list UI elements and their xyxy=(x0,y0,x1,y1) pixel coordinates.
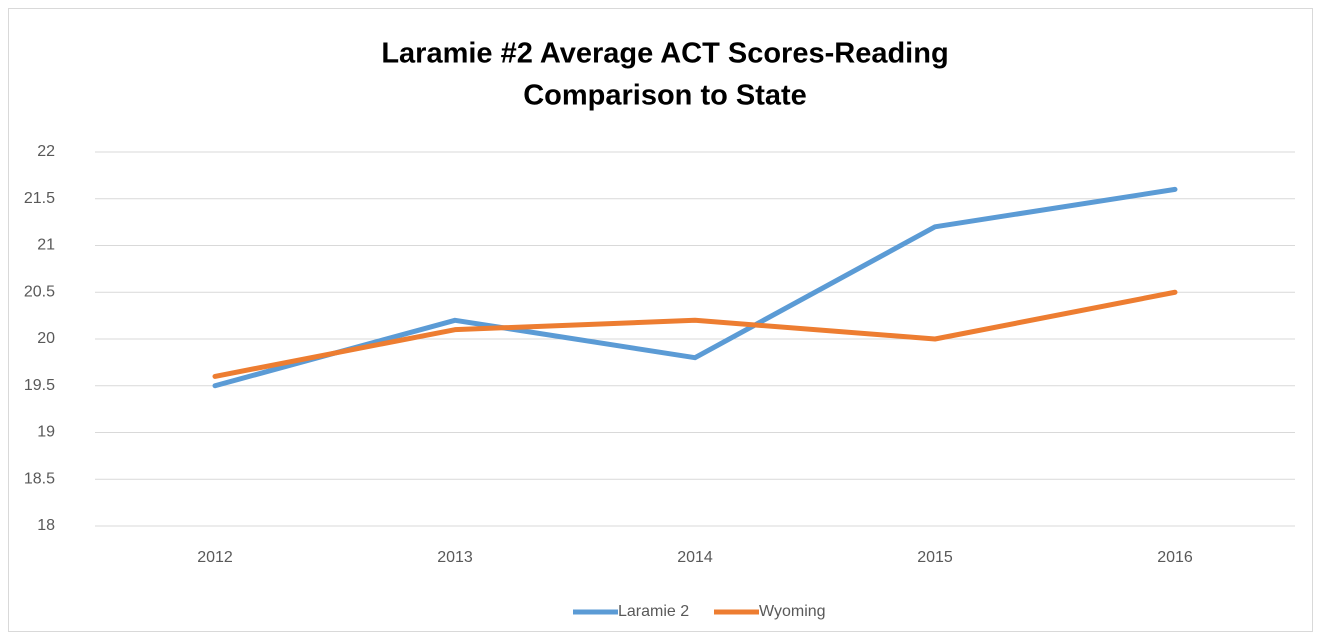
x-tick-label: 2014 xyxy=(677,549,713,566)
x-tick-label: 2013 xyxy=(437,549,473,566)
x-tick-label: 2012 xyxy=(197,549,233,566)
y-tick-label: 20 xyxy=(37,330,55,347)
chart-title: Laramie #2 Average ACT Scores-Reading xyxy=(381,38,948,70)
y-tick-label: 20.5 xyxy=(24,283,55,300)
x-tick-label: 2015 xyxy=(917,549,953,566)
y-tick-label: 18 xyxy=(37,517,55,534)
y-tick-label: 22 xyxy=(37,143,55,160)
chart-title: Comparison to State xyxy=(523,80,807,112)
y-tick-label: 19.5 xyxy=(24,377,55,394)
y-tick-label: 19 xyxy=(37,424,55,441)
series-line xyxy=(212,289,1178,379)
legend-label: Wyoming xyxy=(759,603,826,620)
series-line xyxy=(212,186,1178,389)
y-tick-label: 21.5 xyxy=(24,190,55,207)
legend-label: Laramie 2 xyxy=(618,603,689,620)
y-tick-label: 21 xyxy=(37,237,55,254)
y-tick-label: 18.5 xyxy=(24,470,55,487)
x-tick-label: 2016 xyxy=(1157,549,1193,566)
